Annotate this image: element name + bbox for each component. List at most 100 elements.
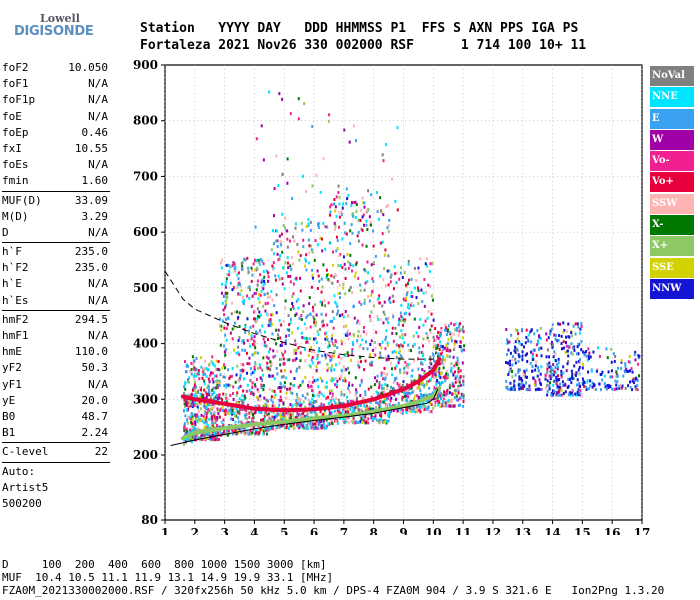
echo-point: [370, 416, 373, 420]
echo-point: [409, 409, 412, 413]
echo-point: [367, 407, 370, 411]
echo-point: [375, 330, 378, 334]
echo-point: [423, 383, 426, 387]
echo-point: [546, 389, 549, 393]
echo-point: [335, 376, 338, 380]
echo-point: [453, 332, 456, 336]
echo-point: [297, 398, 300, 402]
echo-point: [394, 199, 397, 203]
echo-point: [560, 393, 563, 397]
echo-point: [343, 221, 346, 225]
echo-point: [391, 373, 394, 377]
echo-point: [294, 313, 297, 317]
echo-point: [286, 358, 289, 362]
echo-point: [301, 424, 304, 428]
echo-point: [513, 387, 516, 391]
echo-point: [509, 351, 512, 355]
echo-point: [272, 355, 275, 359]
echo-point: [527, 333, 530, 337]
echo-point: [295, 348, 298, 352]
echo-point: [372, 407, 375, 411]
echo-point: [250, 337, 253, 341]
echo-point: [428, 365, 431, 369]
echo-point: [553, 350, 556, 354]
echo-point: [254, 427, 257, 431]
echo-point: [271, 389, 274, 393]
echo-point: [331, 310, 334, 314]
echo-point: [400, 329, 403, 333]
echo-point: [629, 386, 632, 390]
echo-point: [400, 355, 403, 359]
echo-point: [585, 354, 588, 358]
echo-point: [456, 363, 459, 367]
echo-point: [299, 289, 302, 293]
echo-point: [392, 339, 395, 343]
echo-point: [314, 411, 317, 415]
echo-point: [251, 381, 254, 385]
echo-point: [380, 391, 383, 395]
echo-point: [217, 437, 220, 441]
echo-point: [356, 339, 359, 343]
echo-point: [525, 368, 528, 372]
echo-point: [187, 399, 190, 403]
echo-point: [521, 354, 524, 358]
echo-point: [425, 257, 428, 261]
echo-point: [225, 263, 228, 267]
echo-point: [279, 254, 282, 258]
echo-point: [223, 313, 226, 317]
echo-point: [559, 386, 562, 390]
param-name: foF1p: [2, 93, 36, 107]
echo-point: [273, 304, 276, 308]
echo-point: [184, 360, 187, 364]
echo-point: [193, 383, 196, 387]
echo-point: [631, 388, 634, 392]
echo-point: [450, 399, 453, 403]
echo-point: [370, 395, 373, 399]
echo-point: [253, 317, 256, 321]
echo-point: [251, 294, 254, 298]
echo-point: [452, 373, 455, 377]
echo-point: [225, 383, 228, 387]
echo-point: [517, 353, 520, 357]
echo-point: [638, 354, 641, 358]
echo-point: [562, 340, 565, 344]
echo-point: [380, 383, 383, 387]
echo-point: [214, 433, 217, 437]
echo-point: [275, 154, 278, 158]
echo-point: [205, 402, 208, 406]
echo-point: [364, 359, 367, 363]
echo-point: [291, 301, 294, 305]
echo-point: [307, 398, 310, 402]
echo-point: [297, 424, 300, 428]
echo-point: [634, 350, 637, 354]
echo-point: [358, 420, 361, 424]
echo-point: [301, 414, 304, 418]
echo-point: [360, 208, 363, 212]
echo-point: [514, 328, 517, 332]
param-name: B1: [2, 426, 16, 440]
echo-point: [447, 324, 450, 328]
echo-point: [308, 244, 311, 248]
parameter-panel: foF2 10.050 foF1 N/A foF1p N/A foE N/A foEp 0.46 f…: [2, 60, 110, 512]
echo-point: [611, 387, 614, 391]
echo-point: [611, 375, 614, 379]
echo-point: [306, 337, 309, 341]
echo-point: [415, 296, 418, 300]
echo-point: [265, 398, 268, 402]
legend-item: X+: [650, 236, 694, 257]
echo-point: [385, 421, 388, 425]
echo-point: [300, 221, 303, 225]
echo-point: [197, 415, 200, 419]
echo-point: [358, 408, 361, 412]
echo-point: [286, 261, 289, 265]
echo-point: [294, 358, 297, 362]
echo-point: [306, 340, 309, 344]
echo-point: [244, 258, 247, 262]
echo-point: [324, 247, 327, 251]
echo-point: [196, 426, 199, 430]
echo-point: [587, 347, 590, 351]
echo-point: [232, 392, 235, 396]
echo-point: [404, 370, 407, 374]
echo-point: [194, 401, 197, 405]
echo-point: [372, 244, 375, 248]
